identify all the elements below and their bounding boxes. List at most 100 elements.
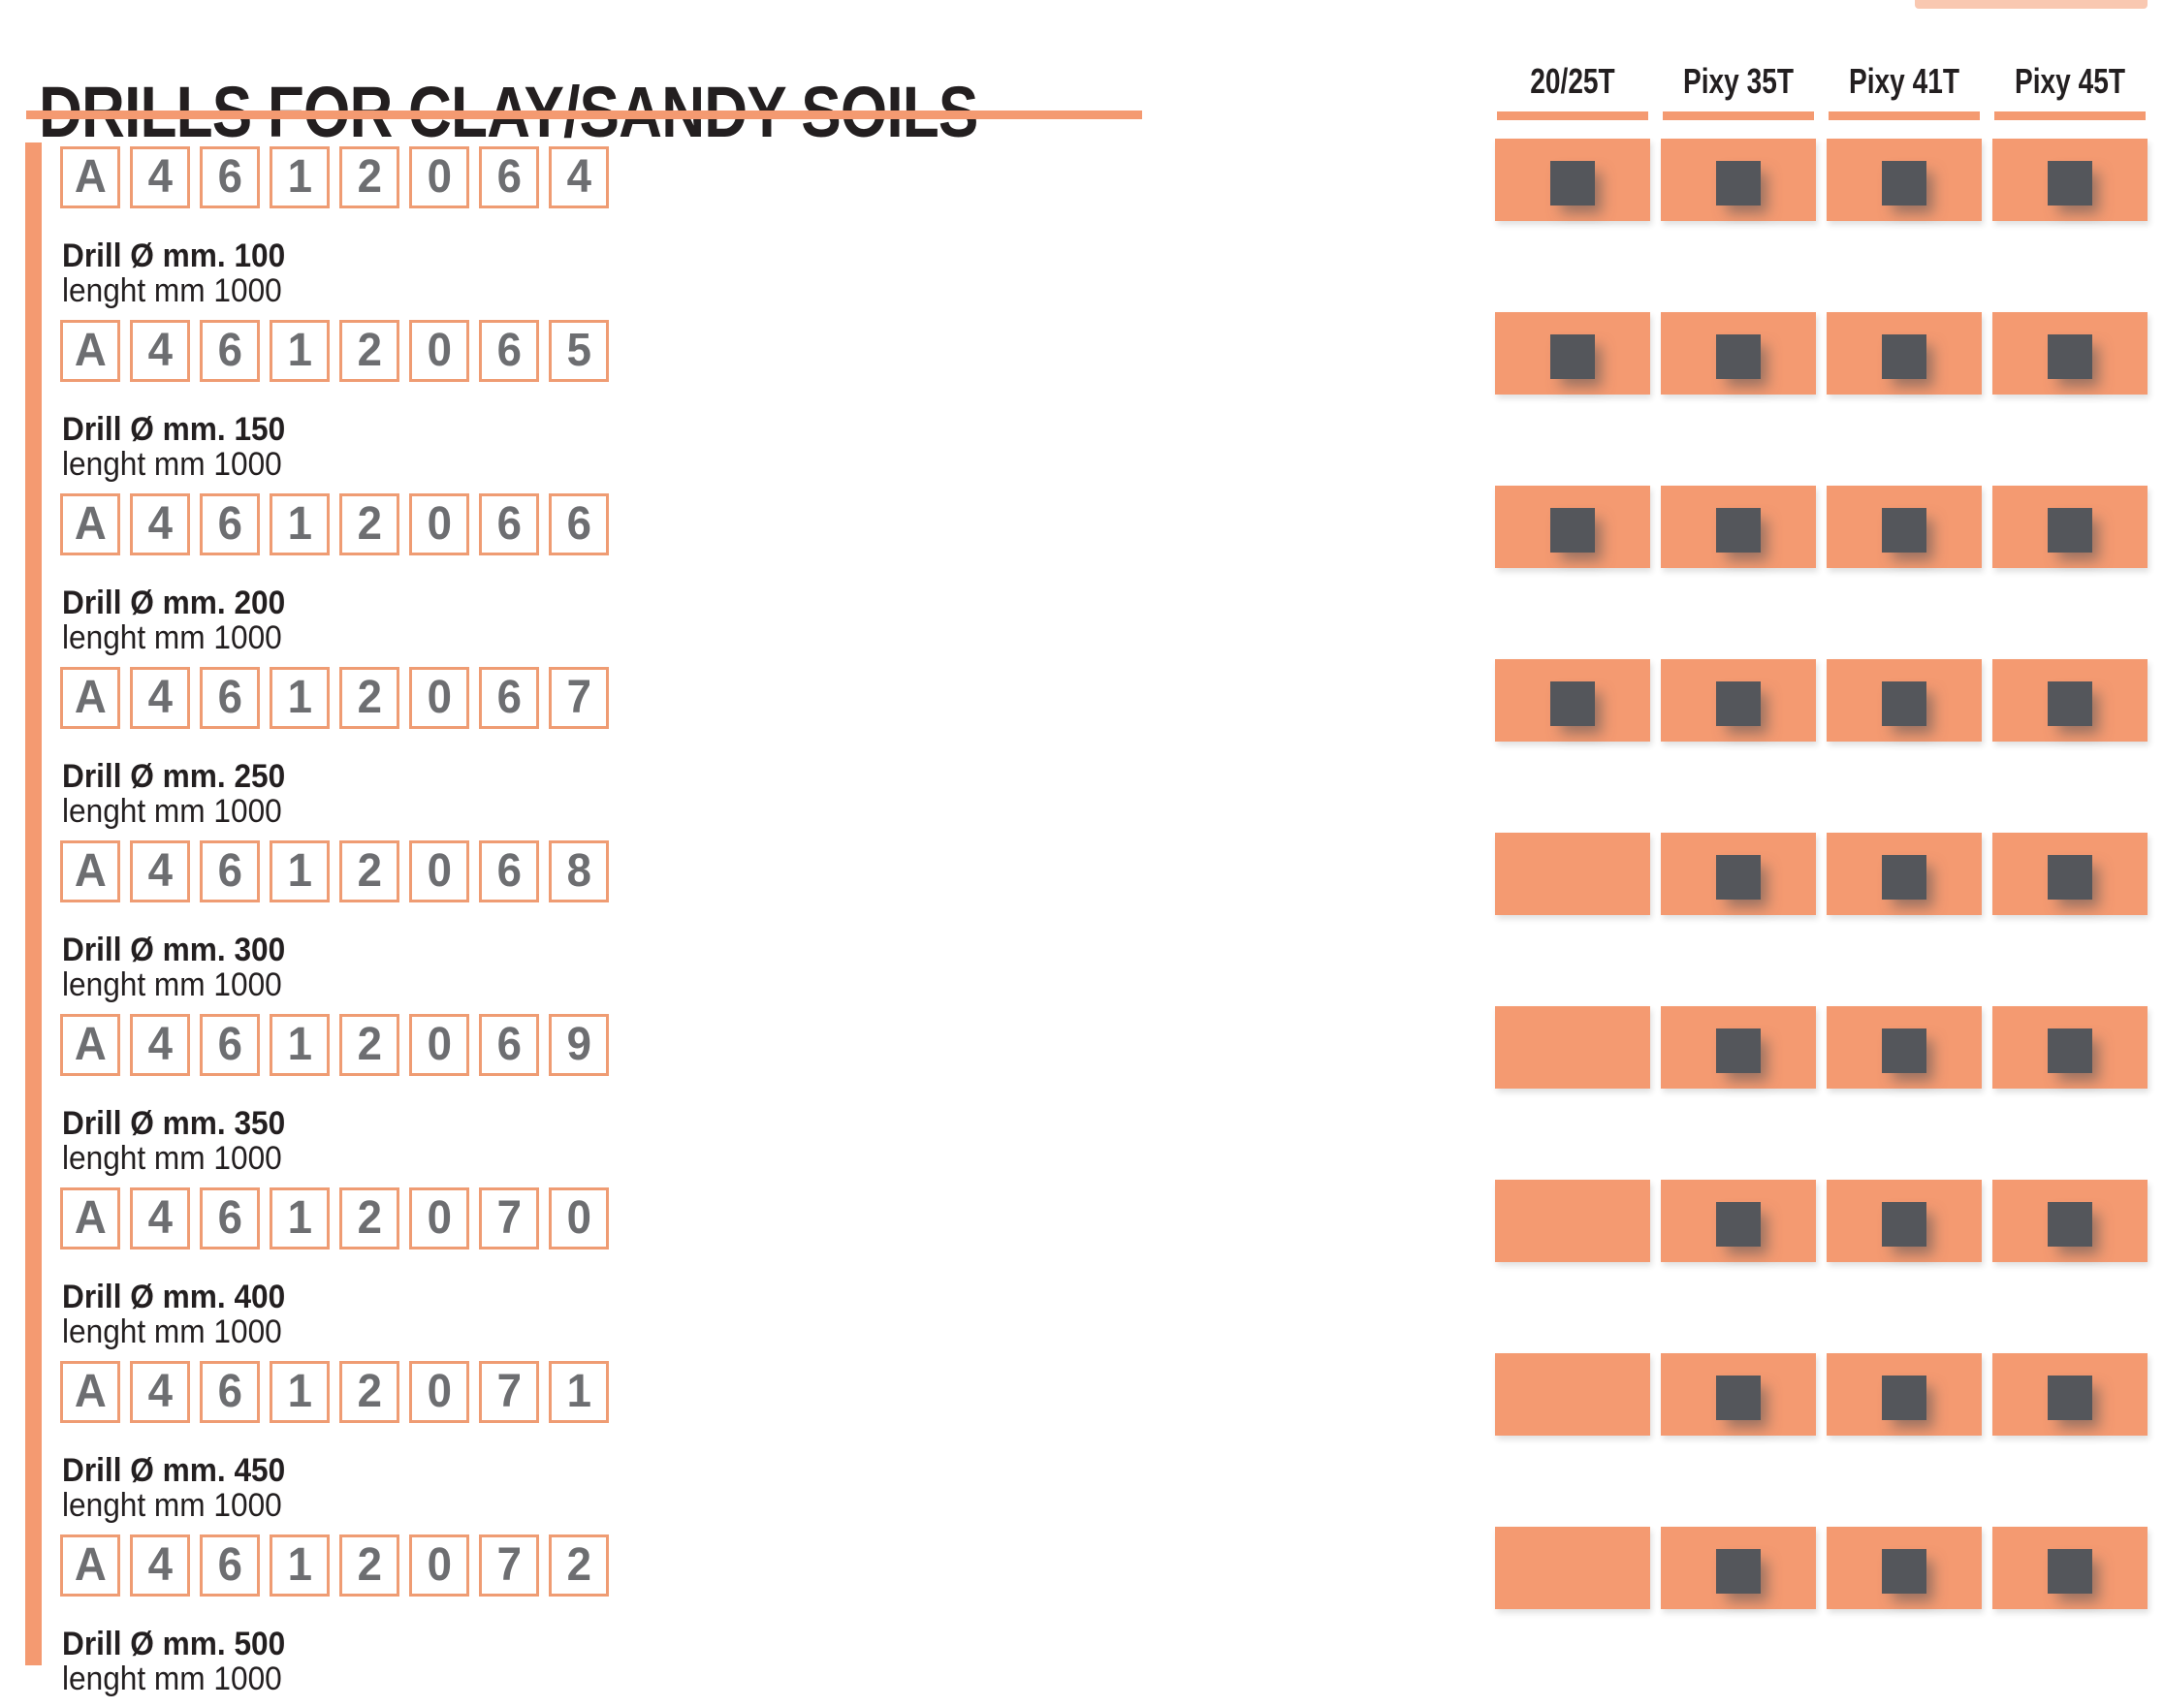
code-digit: A — [74, 325, 107, 376]
compatible-marker — [1882, 1028, 1926, 1073]
code-box: 6 — [200, 493, 260, 555]
compatible-marker — [1550, 680, 1595, 726]
compatibility-cell — [1827, 659, 1982, 742]
product-diameter-label: Drill Ø mm. 200 — [62, 585, 286, 621]
code-box: 0 — [409, 1014, 469, 1076]
machine-column-header: Pixy 45T — [1992, 64, 2148, 120]
compatibility-cell — [1661, 1353, 1816, 1436]
code-box: 4 — [130, 1187, 190, 1249]
code-box: 0 — [409, 493, 469, 555]
compatible-marker — [1716, 507, 1761, 553]
code-box: 1 — [270, 493, 330, 555]
compatible-marker — [1882, 1375, 1926, 1420]
compatible-marker — [2048, 854, 2092, 900]
code-digit: 6 — [217, 325, 242, 376]
column-header-rule — [1994, 111, 2146, 120]
code-box: 4 — [130, 1534, 190, 1597]
compatibility-cell — [1992, 833, 2148, 915]
code-box: 6 — [200, 1187, 260, 1249]
page-corner-tab — [1915, 0, 2148, 9]
code-box: 4 — [130, 667, 190, 729]
product-length-label: lenght mm 1000 — [62, 1661, 282, 1697]
code-box: 2 — [339, 1534, 399, 1597]
code-digit: 2 — [357, 151, 382, 203]
code-box: 6 — [200, 840, 260, 902]
code-box: 6 — [479, 1014, 539, 1076]
compatibility-cell — [1495, 833, 1650, 915]
code-digit: 4 — [147, 325, 173, 376]
product-length-label: lenght mm 1000 — [62, 1487, 282, 1524]
code-box: 2 — [339, 320, 399, 382]
code-box: 2 — [339, 1014, 399, 1076]
compatibility-cell — [1827, 1527, 1982, 1609]
product-row: A 4 6 1 2 0 6 6 Drill Ø mm. 200 lenght mm 1000 — [0, 486, 2164, 659]
compatibility-cell — [1827, 1006, 1982, 1089]
code-box: 6 — [479, 493, 539, 555]
code-box: 1 — [270, 1361, 330, 1423]
code-digit: 2 — [357, 1192, 382, 1244]
code-digit: 4 — [566, 151, 591, 203]
product-length-label: lenght mm 1000 — [62, 1313, 282, 1350]
code-digit: 2 — [357, 1019, 382, 1070]
product-diameter-label: Drill Ø mm. 100 — [62, 237, 286, 274]
product-row: A 4 6 1 2 0 6 4 Drill Ø mm. 100 lenght mm 1000 — [0, 139, 2164, 312]
code-box: 0 — [549, 1187, 609, 1249]
code-digit: 1 — [566, 1366, 591, 1417]
code-digit: 7 — [496, 1539, 522, 1591]
compatible-marker — [1882, 1201, 1926, 1247]
code-digit: 2 — [357, 1366, 382, 1417]
code-box: 0 — [409, 1361, 469, 1423]
code-box: 6 — [479, 320, 539, 382]
code-box: 0 — [409, 1187, 469, 1249]
compatible-marker — [1716, 1028, 1761, 1073]
code-digit: A — [74, 1539, 107, 1591]
code-box: 6 — [479, 840, 539, 902]
code-box: 6 — [200, 146, 260, 208]
compatible-marker — [2048, 507, 2092, 553]
code-box: 4 — [130, 146, 190, 208]
code-box: 4 — [130, 1361, 190, 1423]
code-box: 0 — [409, 146, 469, 208]
code-box: 2 — [339, 840, 399, 902]
product-length-label: lenght mm 1000 — [62, 1140, 282, 1177]
compatible-marker — [2048, 680, 2092, 726]
compatibility-cell — [1992, 1180, 2148, 1262]
code-digit: 1 — [287, 1366, 312, 1417]
product-row: A 4 6 1 2 0 6 5 Drill Ø mm. 150 lenght mm 1000 — [0, 312, 2164, 486]
code-box: A — [60, 493, 120, 555]
compatible-marker — [1882, 507, 1926, 553]
product-row: A 4 6 1 2 0 7 1 Drill Ø mm. 450 lenght mm 1000 — [0, 1353, 2164, 1527]
code-box: 1 — [270, 146, 330, 208]
compatibility-cell — [1495, 1006, 1650, 1089]
compatible-marker — [2048, 1028, 2092, 1073]
code-digit: 2 — [357, 1539, 382, 1591]
code-box: 1 — [270, 840, 330, 902]
compatible-marker — [1882, 160, 1926, 206]
code-digit: 4 — [147, 1539, 173, 1591]
code-digit: 4 — [147, 498, 173, 550]
code-digit: 9 — [566, 1019, 591, 1070]
compatibility-cell — [1827, 1180, 1982, 1262]
code-box: 4 — [549, 146, 609, 208]
code-digit: 8 — [566, 845, 591, 897]
code-digit: 6 — [496, 151, 522, 203]
compatibility-cell — [1661, 312, 1816, 395]
machine-column-label: Pixy 45T — [2015, 61, 2125, 101]
compatibility-cell — [1992, 1527, 2148, 1609]
code-digit: 1 — [287, 1019, 312, 1070]
compatible-marker — [2048, 1201, 2092, 1247]
product-diameter-label: Drill Ø mm. 450 — [62, 1452, 286, 1489]
code-box: 1 — [270, 667, 330, 729]
product-length-label: lenght mm 1000 — [62, 793, 282, 830]
machine-column-label: Pixy 41T — [1849, 61, 1959, 101]
code-digit: 6 — [496, 672, 522, 723]
product-row: A 4 6 1 2 0 7 2 Drill Ø mm. 500 lenght mm 1000 — [0, 1527, 2164, 1700]
code-digit: A — [74, 672, 107, 723]
code-box: 7 — [479, 1187, 539, 1249]
code-box: A — [60, 1187, 120, 1249]
compatible-marker — [1716, 1375, 1761, 1420]
code-digit: 0 — [427, 1192, 452, 1244]
compatible-marker — [1550, 333, 1595, 379]
code-digit: 5 — [566, 325, 591, 376]
